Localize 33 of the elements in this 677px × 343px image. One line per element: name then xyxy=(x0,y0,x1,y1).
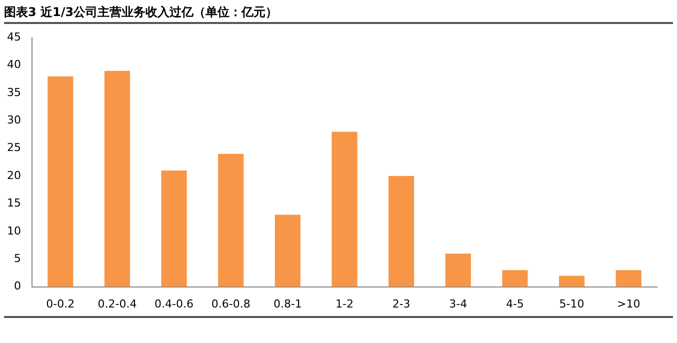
x-tick-label: 0.4-0.6 xyxy=(154,297,194,310)
bar xyxy=(616,270,642,287)
bar xyxy=(502,270,528,287)
bar xyxy=(558,276,585,287)
bar xyxy=(274,214,300,287)
x-tick-label: 0.6-0.8 xyxy=(211,297,250,310)
x-tick-label: >10 xyxy=(616,297,640,310)
bar xyxy=(388,176,414,287)
x-tick-label: 2-3 xyxy=(392,297,410,310)
bar xyxy=(161,170,187,287)
y-tick-label: 0 xyxy=(14,280,21,293)
y-tick-label: 5 xyxy=(14,252,21,265)
y-tick-label: 15 xyxy=(6,196,21,210)
y-tick-label: 30 xyxy=(6,114,21,127)
x-tick-label: 0.2-0.4 xyxy=(98,297,137,310)
y-tick-label: 10 xyxy=(6,224,21,238)
x-tick-label: 4-5 xyxy=(506,297,524,310)
y-tick-label: 20 xyxy=(6,168,21,182)
x-tick-label: 0.8-1 xyxy=(273,297,302,310)
y-tick-label: 35 xyxy=(6,86,21,99)
bar xyxy=(48,76,74,287)
chart-title: 图表3 近1/3公司主营业务收入过亿（单位：亿元） xyxy=(4,2,673,24)
bar xyxy=(218,154,244,287)
bar xyxy=(104,70,130,287)
y-tick-label: 40 xyxy=(6,58,21,72)
y-tick-label: 45 xyxy=(6,30,21,44)
x-tick-label: 0-0.2 xyxy=(46,297,75,310)
x-tick-label: 5-10 xyxy=(559,297,584,310)
y-tick-label: 25 xyxy=(6,141,21,154)
bar xyxy=(445,254,471,287)
bar xyxy=(332,132,358,287)
x-tick-label: 1-2 xyxy=(336,297,354,310)
x-tick-label: 3-4 xyxy=(449,297,468,310)
